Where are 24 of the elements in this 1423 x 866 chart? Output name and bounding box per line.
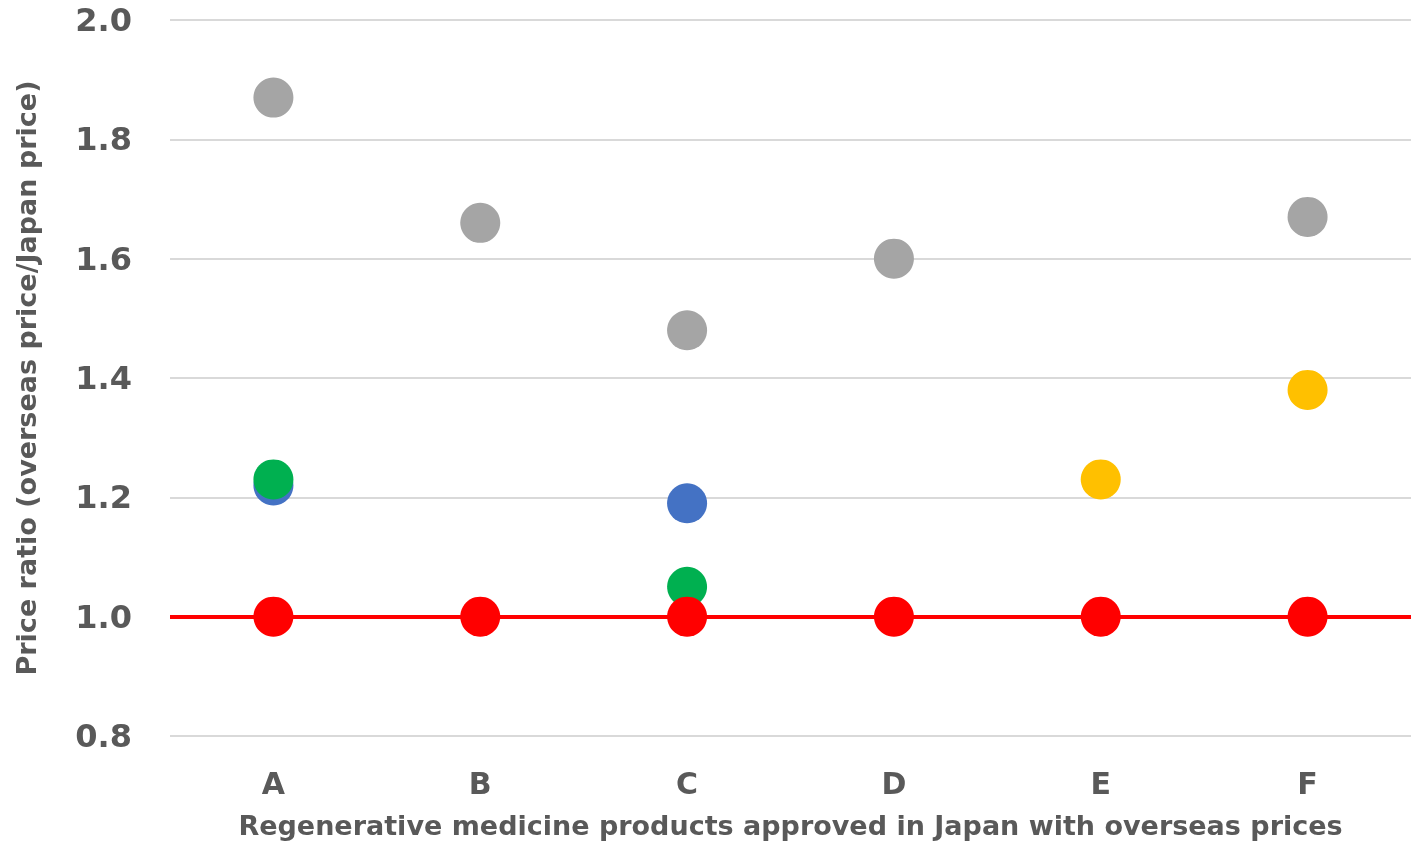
y-tick-label: 1.4 bbox=[75, 359, 132, 397]
y-tick-label: 1.0 bbox=[75, 597, 132, 636]
point bbox=[460, 202, 501, 243]
y-tick-label: 1.8 bbox=[75, 120, 132, 159]
y-tick-label: 1.6 bbox=[75, 239, 132, 278]
point bbox=[253, 77, 294, 118]
point bbox=[667, 310, 708, 351]
point bbox=[873, 238, 914, 279]
x-tick-label: A bbox=[261, 765, 286, 801]
y-axis-title: Price ratio (overseas price/Japan price) bbox=[11, 80, 42, 676]
y-tick-label: 1.2 bbox=[75, 478, 132, 517]
x-tick-label: B bbox=[468, 765, 492, 801]
y-tick-label: 0.8 bbox=[75, 717, 132, 755]
point bbox=[1287, 196, 1328, 237]
x-axis-title: Regenerative medicine products approved in Japan with overseas prices bbox=[238, 810, 1343, 841]
x-tick-label: D bbox=[881, 765, 907, 801]
x-tick-label: E bbox=[1090, 765, 1111, 801]
point bbox=[667, 483, 708, 524]
x-tick-label: F bbox=[1297, 765, 1318, 801]
y-tick-label: 2.0 bbox=[75, 1, 132, 39]
point bbox=[1287, 369, 1328, 410]
point bbox=[253, 459, 294, 500]
x-tick-label: C bbox=[676, 765, 699, 801]
point bbox=[1080, 459, 1121, 500]
